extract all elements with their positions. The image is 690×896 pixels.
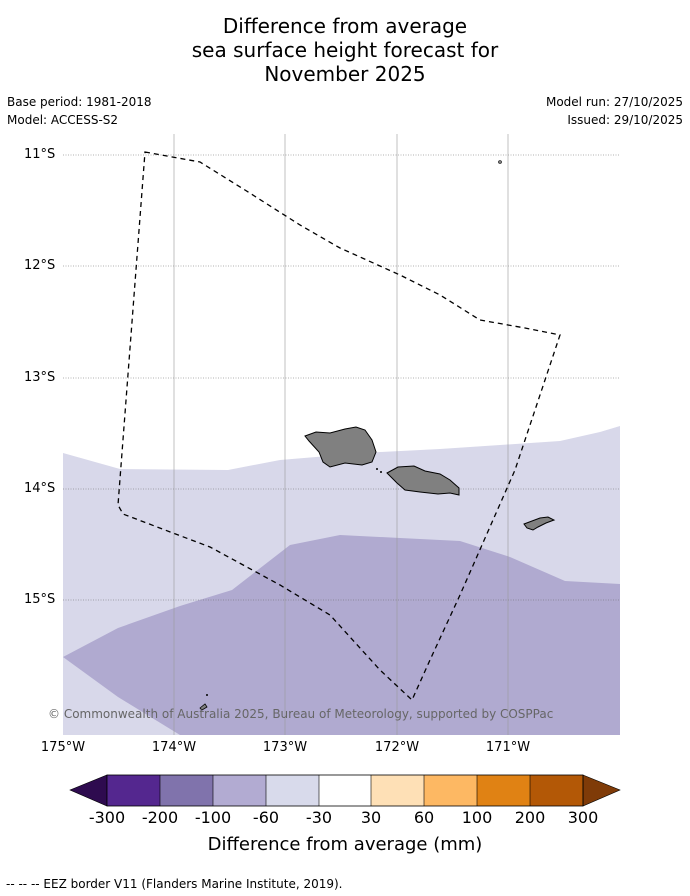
small-island-south	[199, 703, 208, 711]
lon-label-171w: 171°W	[485, 740, 531, 755]
lon-label-174w: 174°W	[151, 740, 197, 755]
chart-title: Difference from average sea surface heig…	[0, 14, 690, 86]
colorbar-swatch-3	[213, 775, 266, 806]
lat-label-12s: 12°S	[24, 258, 56, 273]
colorbar-tick-label: -300	[88, 808, 126, 827]
colorbar-tick-label: 200	[514, 808, 546, 827]
colorbar-tick-label: 60	[413, 808, 435, 827]
colorbar-swatch-9	[530, 775, 583, 806]
colorbar-swatch-8	[477, 775, 530, 806]
eez-legend-footnote: -- -- -- EEZ border V11 (Flanders Marine…	[6, 877, 343, 891]
colorbar-swatch-2	[160, 775, 213, 806]
lon-label-172w: 172°W	[374, 740, 420, 755]
colorbar-tick-label: -60	[252, 808, 280, 827]
colorbar-tick-label: 300	[567, 808, 599, 827]
colorbar-title: Difference from average (mm)	[207, 834, 483, 855]
lat-label-14s: 14°S	[24, 481, 56, 496]
colorbar-swatch-4	[266, 775, 319, 806]
lat-label-13s: 13°S	[24, 370, 56, 385]
lat-label-11s: 11°S	[24, 147, 56, 162]
tutuila-island	[523, 516, 556, 531]
colorbar-dividers	[159, 775, 531, 806]
islet-apolima	[376, 468, 378, 470]
colorbar-swatch-5	[319, 775, 371, 806]
base-period: Base period: 1981-2018	[7, 95, 152, 109]
colorbar-tick-label: -200	[141, 808, 179, 827]
savaii-island	[304, 426, 377, 468]
colorbar-tick-label: 100	[461, 808, 493, 827]
colorbar-swatch-6	[371, 775, 424, 806]
graticule	[63, 134, 620, 735]
lon-label-173w: 173°W	[262, 740, 308, 755]
title-line-2: sea surface height forecast for	[191, 38, 499, 62]
issued-date: Issued: 29/10/2025	[567, 113, 683, 127]
colorbar-tick-label: 30	[360, 808, 382, 827]
colorbar-extend-high	[582, 774, 621, 807]
colorbar-frame	[106, 774, 584, 807]
anomaly-band-minus60-to-minus100	[63, 535, 620, 735]
islet-south	[206, 694, 208, 696]
title-line-3: November 2025	[264, 62, 426, 86]
title-line-1: Difference from average	[222, 14, 468, 38]
lat-label-15s: 15°S	[24, 592, 56, 607]
swains-island	[498, 160, 502, 164]
colorbar-extend-low	[69, 774, 108, 807]
colorbar-swatch-7	[424, 775, 477, 806]
islet-manono	[380, 471, 382, 473]
copyright-notice: © Commonwealth of Australia 2025, Bureau…	[48, 707, 554, 721]
colorbar-tick-label: -30	[305, 808, 333, 827]
colorbar-tick-label: -100	[194, 808, 232, 827]
upolu-island	[386, 465, 460, 496]
eez-border	[117, 151, 561, 702]
lon-label-175w: 175°W	[40, 740, 86, 755]
colorbar	[69, 774, 621, 807]
map-area	[63, 134, 620, 735]
model-name: Model: ACCESS-S2	[7, 113, 119, 127]
colorbar-swatch-1	[107, 775, 160, 806]
model-run: Model run: 27/10/2025	[545, 95, 683, 109]
